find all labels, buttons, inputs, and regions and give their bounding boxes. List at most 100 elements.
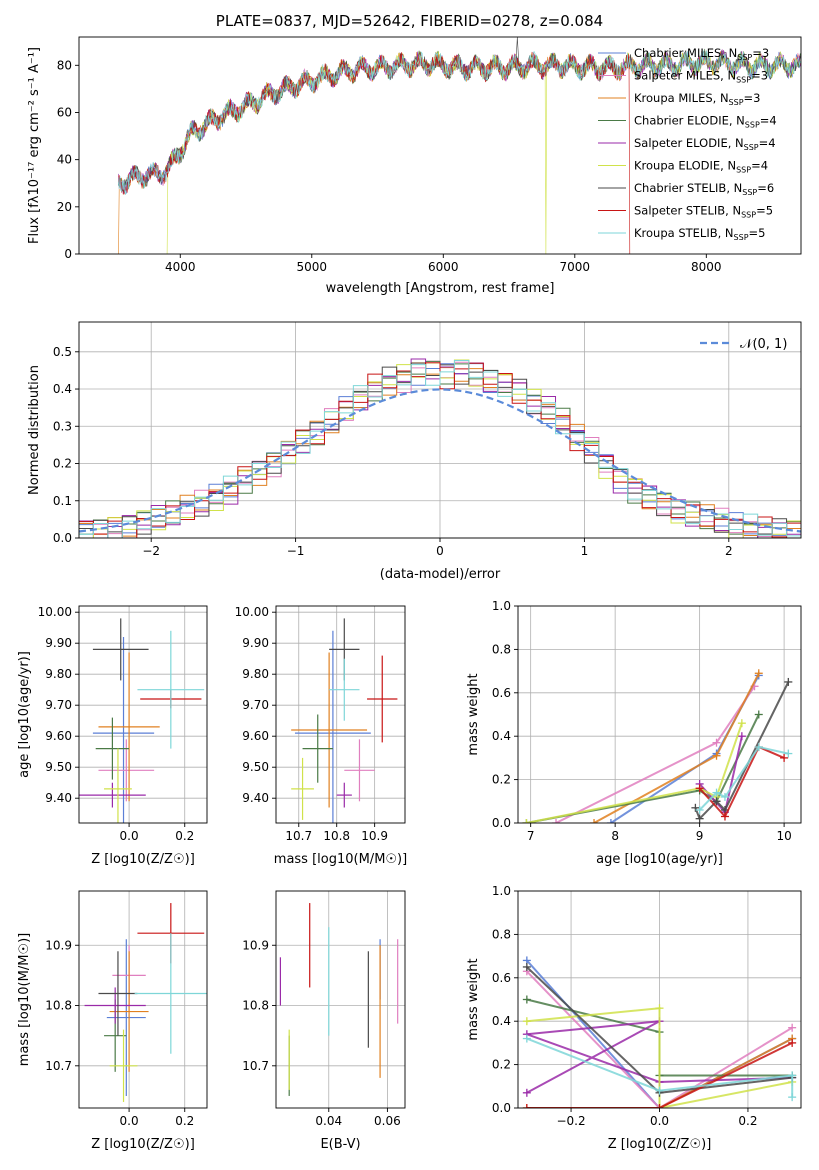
errorbar-point-0 <box>92 637 155 823</box>
plot-area <box>118 37 801 254</box>
legend-entry: Chabrier ELODIE, NSSP=4 <box>634 114 777 130</box>
weight-marker <box>780 753 789 762</box>
weight-series-1 <box>555 685 756 823</box>
weight-marker <box>754 669 763 678</box>
weight-marker <box>590 819 599 823</box>
errorbar-point-2 <box>291 652 368 808</box>
tick-label-y: 0.4 <box>492 1014 511 1028</box>
plot-area <box>79 358 801 538</box>
weight-marker <box>695 814 704 823</box>
weight-series-5 <box>526 1007 793 1108</box>
errorbar-point-8 <box>329 658 360 721</box>
errorbar-point-3 <box>95 717 130 780</box>
axes-frame <box>78 605 208 824</box>
tick-label-y: 10.8 <box>45 999 72 1013</box>
weight-marker <box>655 1004 664 1013</box>
y-axis-label: Flux [fλ10⁻¹⁷ erg cm⁻² s⁻¹ A⁻¹] <box>27 47 42 244</box>
figure-title: PLATE=0837, MJD=52642, FIBERID=0278, z=0… <box>215 12 604 30</box>
errorbar-point-6 <box>98 951 138 1036</box>
tick-label-y: 9.60 <box>45 729 72 743</box>
weight-marker <box>522 1088 531 1097</box>
tick-label-x: 10 <box>776 829 791 843</box>
errorbar-point-2 <box>109 951 149 1072</box>
errorbar-point-6 <box>92 618 149 681</box>
tick-label-y: 1.0 <box>492 884 511 898</box>
tick-label-x: 7 <box>527 829 535 843</box>
tick-label-y: 10.7 <box>242 1059 269 1073</box>
weight-marker <box>720 812 729 821</box>
tick-label-x: 0.0 <box>120 829 139 843</box>
plot-area <box>279 903 399 1096</box>
tick-label-x: 5000 <box>297 260 328 274</box>
x-axis-label: Z [log10(Z/Z☉)] <box>608 1137 712 1152</box>
plot-area <box>79 618 205 823</box>
legend-entry: 𝒩(0, 1) <box>740 337 787 352</box>
weight-marker <box>737 719 746 728</box>
emission-line <box>515 37 520 66</box>
tick-label-y: 9.70 <box>45 698 72 712</box>
weight-marker <box>788 1023 797 1032</box>
plot-massweight-vs-z: −0.2 0.0 0.2 0.0 0.2 0.4 0.6 0.8 1.0 Z [log10(Z/Z… <box>466 884 802 1152</box>
weight-series-2 <box>526 1037 793 1108</box>
tick-label-y: 9.90 <box>45 636 72 650</box>
tick-label-x: −2 <box>142 544 160 558</box>
x-axis-label: age [log10(age/yr)] <box>596 852 723 867</box>
tick-label-y: 0.8 <box>492 642 511 656</box>
weight-marker <box>522 1034 531 1043</box>
weight-marker <box>522 1104 531 1108</box>
weight-marker <box>720 792 729 801</box>
tick-label-y: 80 <box>57 58 72 72</box>
weight-marker <box>691 803 700 812</box>
tick-label-x: 10.9 <box>361 829 388 843</box>
errorbar-point-1 <box>344 739 375 802</box>
weight-series-7 <box>698 745 785 819</box>
tick-label-y: 0.4 <box>492 729 511 743</box>
weight-marker <box>788 1093 797 1102</box>
tick-label-y: 0.2 <box>492 1058 511 1072</box>
weight-series-8 <box>526 1037 794 1098</box>
axes-frame <box>78 890 208 1109</box>
tick-label-y: 0.0 <box>53 531 72 545</box>
tick-label-y: 10.00 <box>235 605 269 619</box>
weight-marker <box>655 1086 664 1095</box>
errorbar-point-4 <box>79 782 146 808</box>
errorbar-point-3 <box>302 714 333 783</box>
tick-label-x: 0 <box>436 544 444 558</box>
weight-marker <box>712 797 721 806</box>
tick-label-y: 1.0 <box>492 599 511 613</box>
tick-label-x: 0.0 <box>650 1114 669 1128</box>
tick-label-y: 9.80 <box>242 667 269 681</box>
tick-label-x: 2 <box>725 544 733 558</box>
legend-entry: Chabrier MILES, NSSP=3 <box>634 46 769 62</box>
tick-label-y: 9.50 <box>242 760 269 774</box>
tick-label-y: 0.6 <box>492 686 511 700</box>
tick-label-x: 6000 <box>428 260 459 274</box>
weight-marker <box>712 751 721 760</box>
y-axis-label: age [log10(age/yr)] <box>17 651 32 778</box>
tick-label-y: 0.0 <box>492 816 511 830</box>
weight-marker <box>788 1038 797 1047</box>
tick-label-y: 0.2 <box>492 773 511 787</box>
weight-marker <box>695 805 704 814</box>
weight-marker <box>655 1104 664 1108</box>
tick-label-x: 0.2 <box>175 1114 194 1128</box>
histogram-series-8 <box>79 359 801 538</box>
errorbar-point-0 <box>294 630 371 823</box>
weight-marker <box>712 738 721 747</box>
legend-entry: Salpeter STELIB, NSSP=5 <box>634 204 773 220</box>
spectrum-series-7 <box>118 52 631 254</box>
y-axis-label: Normed distribution <box>27 365 42 495</box>
tick-label-x: 1 <box>581 544 589 558</box>
errorbar-point-1 <box>98 739 155 802</box>
plot-spectrum: 4000 5000 6000 7000 8000 0 20 40 60 80 Chabrier MI… <box>27 36 802 296</box>
tick-label-y: 0.5 <box>53 345 72 359</box>
axes-frame <box>517 605 802 824</box>
tick-label-x: −0.2 <box>556 1114 585 1128</box>
legend-entry: Kroupa STELIB, NSSP=5 <box>634 226 765 242</box>
tick-label-x: 4000 <box>165 260 196 274</box>
tick-label-x: 0.04 <box>315 1114 342 1128</box>
errorbar-point-4 <box>336 782 352 808</box>
legend-entry: Salpeter MILES, NSSP=3 <box>634 69 768 85</box>
gaussian-reference-curve <box>79 388 801 533</box>
